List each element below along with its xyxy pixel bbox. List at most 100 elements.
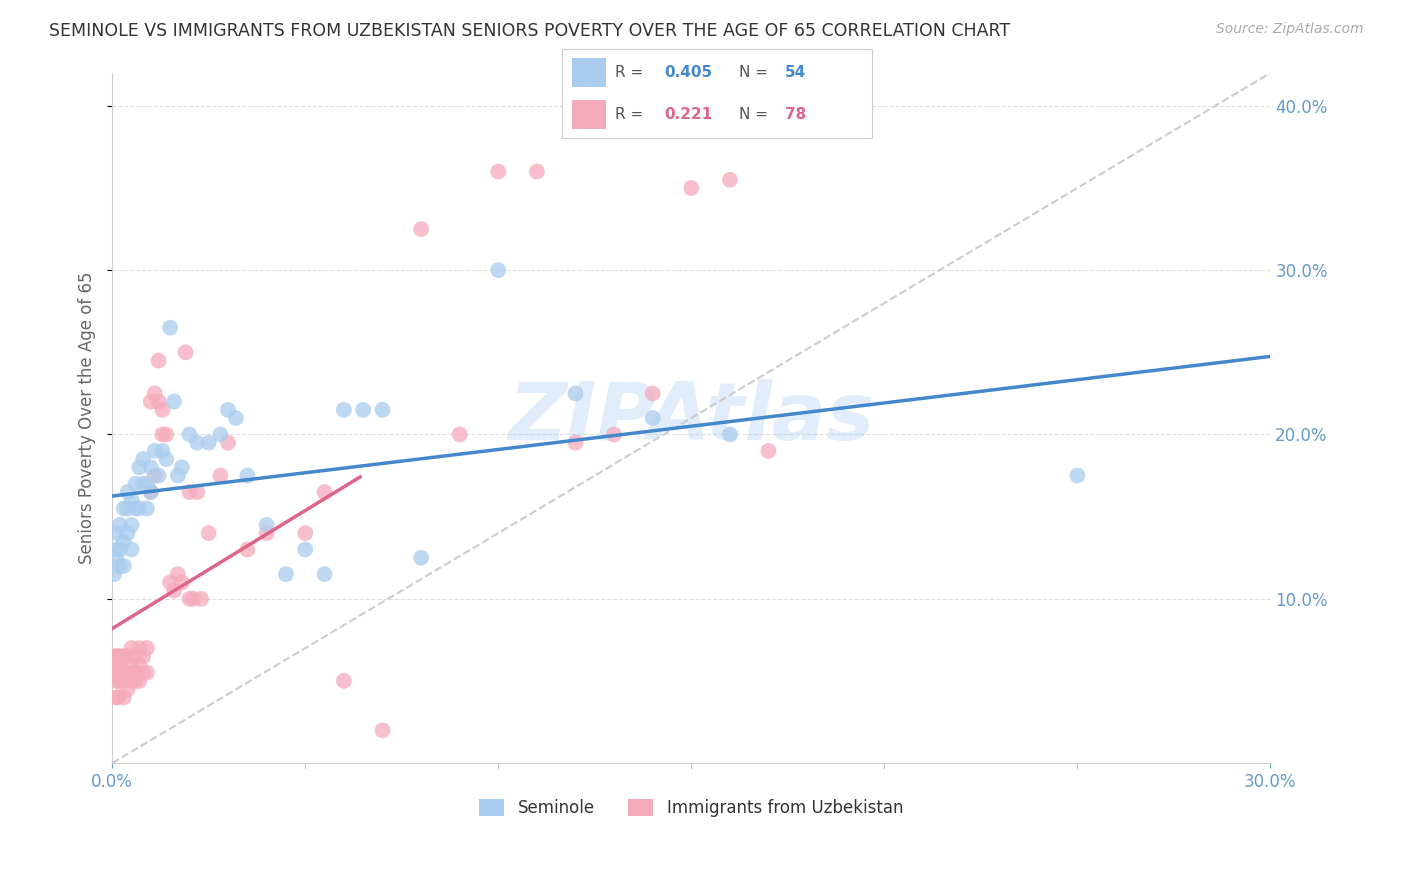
Point — [409, 222, 432, 236]
Point — [139, 485, 162, 500]
Point — [294, 542, 316, 557]
Point — [217, 402, 239, 417]
Point — [112, 665, 135, 680]
Point — [132, 649, 155, 664]
Point — [486, 164, 509, 178]
Point — [170, 575, 193, 590]
Point — [152, 402, 174, 417]
Point — [294, 526, 316, 541]
Text: N =: N = — [738, 65, 772, 79]
Point — [371, 723, 394, 738]
Point — [603, 427, 626, 442]
Point — [564, 435, 586, 450]
Point — [105, 673, 128, 688]
Point — [121, 673, 143, 688]
Point — [163, 583, 186, 598]
Point — [103, 665, 125, 680]
Point — [333, 402, 356, 417]
Point — [108, 558, 131, 573]
Point — [225, 411, 247, 425]
Point — [236, 542, 259, 557]
Point — [209, 427, 232, 442]
Point — [105, 550, 128, 565]
Point — [124, 476, 146, 491]
Point — [103, 567, 125, 582]
Point — [117, 665, 139, 680]
Y-axis label: Seniors Poverty Over the Age of 65: Seniors Poverty Over the Age of 65 — [79, 272, 96, 565]
Point — [117, 485, 139, 500]
Point — [758, 444, 780, 458]
Point — [124, 501, 146, 516]
Point — [159, 575, 181, 590]
Point — [104, 665, 127, 680]
Point — [121, 641, 143, 656]
Point — [333, 673, 356, 688]
Point — [681, 181, 703, 195]
Point — [155, 452, 177, 467]
Point — [128, 673, 150, 688]
Point — [105, 690, 128, 705]
Point — [105, 665, 128, 680]
Point — [103, 657, 125, 672]
Point — [128, 641, 150, 656]
Point — [107, 649, 129, 664]
Text: Source: ZipAtlas.com: Source: ZipAtlas.com — [1216, 22, 1364, 37]
Point — [718, 173, 741, 187]
Point — [103, 657, 125, 672]
Point — [128, 460, 150, 475]
Point — [132, 665, 155, 680]
Point — [108, 649, 131, 664]
Point — [132, 452, 155, 467]
Text: 78: 78 — [785, 107, 807, 121]
Point — [167, 468, 190, 483]
Point — [143, 444, 166, 458]
Point — [186, 435, 208, 450]
Point — [152, 427, 174, 442]
Point — [186, 485, 208, 500]
Text: SEMINOLE VS IMMIGRANTS FROM UZBEKISTAN SENIORS POVERTY OVER THE AGE OF 65 CORREL: SEMINOLE VS IMMIGRANTS FROM UZBEKISTAN S… — [49, 22, 1011, 40]
Point — [641, 411, 664, 425]
Point — [128, 657, 150, 672]
Point — [143, 386, 166, 401]
Point — [136, 501, 159, 516]
Point — [112, 649, 135, 664]
Point — [105, 649, 128, 664]
Point — [105, 665, 128, 680]
Point — [148, 468, 170, 483]
Legend: Seminole, Immigrants from Uzbekistan: Seminole, Immigrants from Uzbekistan — [472, 792, 910, 824]
Point — [352, 402, 374, 417]
Text: 0.221: 0.221 — [665, 107, 713, 121]
Point — [148, 394, 170, 409]
Point — [107, 657, 129, 672]
Point — [371, 402, 394, 417]
Point — [112, 673, 135, 688]
Point — [209, 468, 232, 483]
Point — [112, 534, 135, 549]
Point — [152, 444, 174, 458]
Point — [108, 665, 131, 680]
Point — [190, 591, 212, 606]
Point — [314, 567, 336, 582]
Point — [564, 386, 586, 401]
Point — [143, 468, 166, 483]
Point — [124, 665, 146, 680]
Point — [163, 394, 186, 409]
Point — [136, 476, 159, 491]
Point — [449, 427, 471, 442]
Point — [104, 657, 127, 672]
Point — [139, 485, 162, 500]
Point — [179, 485, 201, 500]
Point — [179, 427, 201, 442]
Point — [117, 649, 139, 664]
Text: ZIPAtlas: ZIPAtlas — [508, 379, 875, 457]
Point — [121, 542, 143, 557]
Point — [274, 567, 297, 582]
Point — [107, 690, 129, 705]
Point — [197, 435, 219, 450]
Point — [179, 591, 201, 606]
Point — [236, 468, 259, 483]
Point — [718, 427, 741, 442]
Text: 54: 54 — [785, 65, 807, 79]
Point — [121, 657, 143, 672]
Point — [256, 517, 278, 532]
